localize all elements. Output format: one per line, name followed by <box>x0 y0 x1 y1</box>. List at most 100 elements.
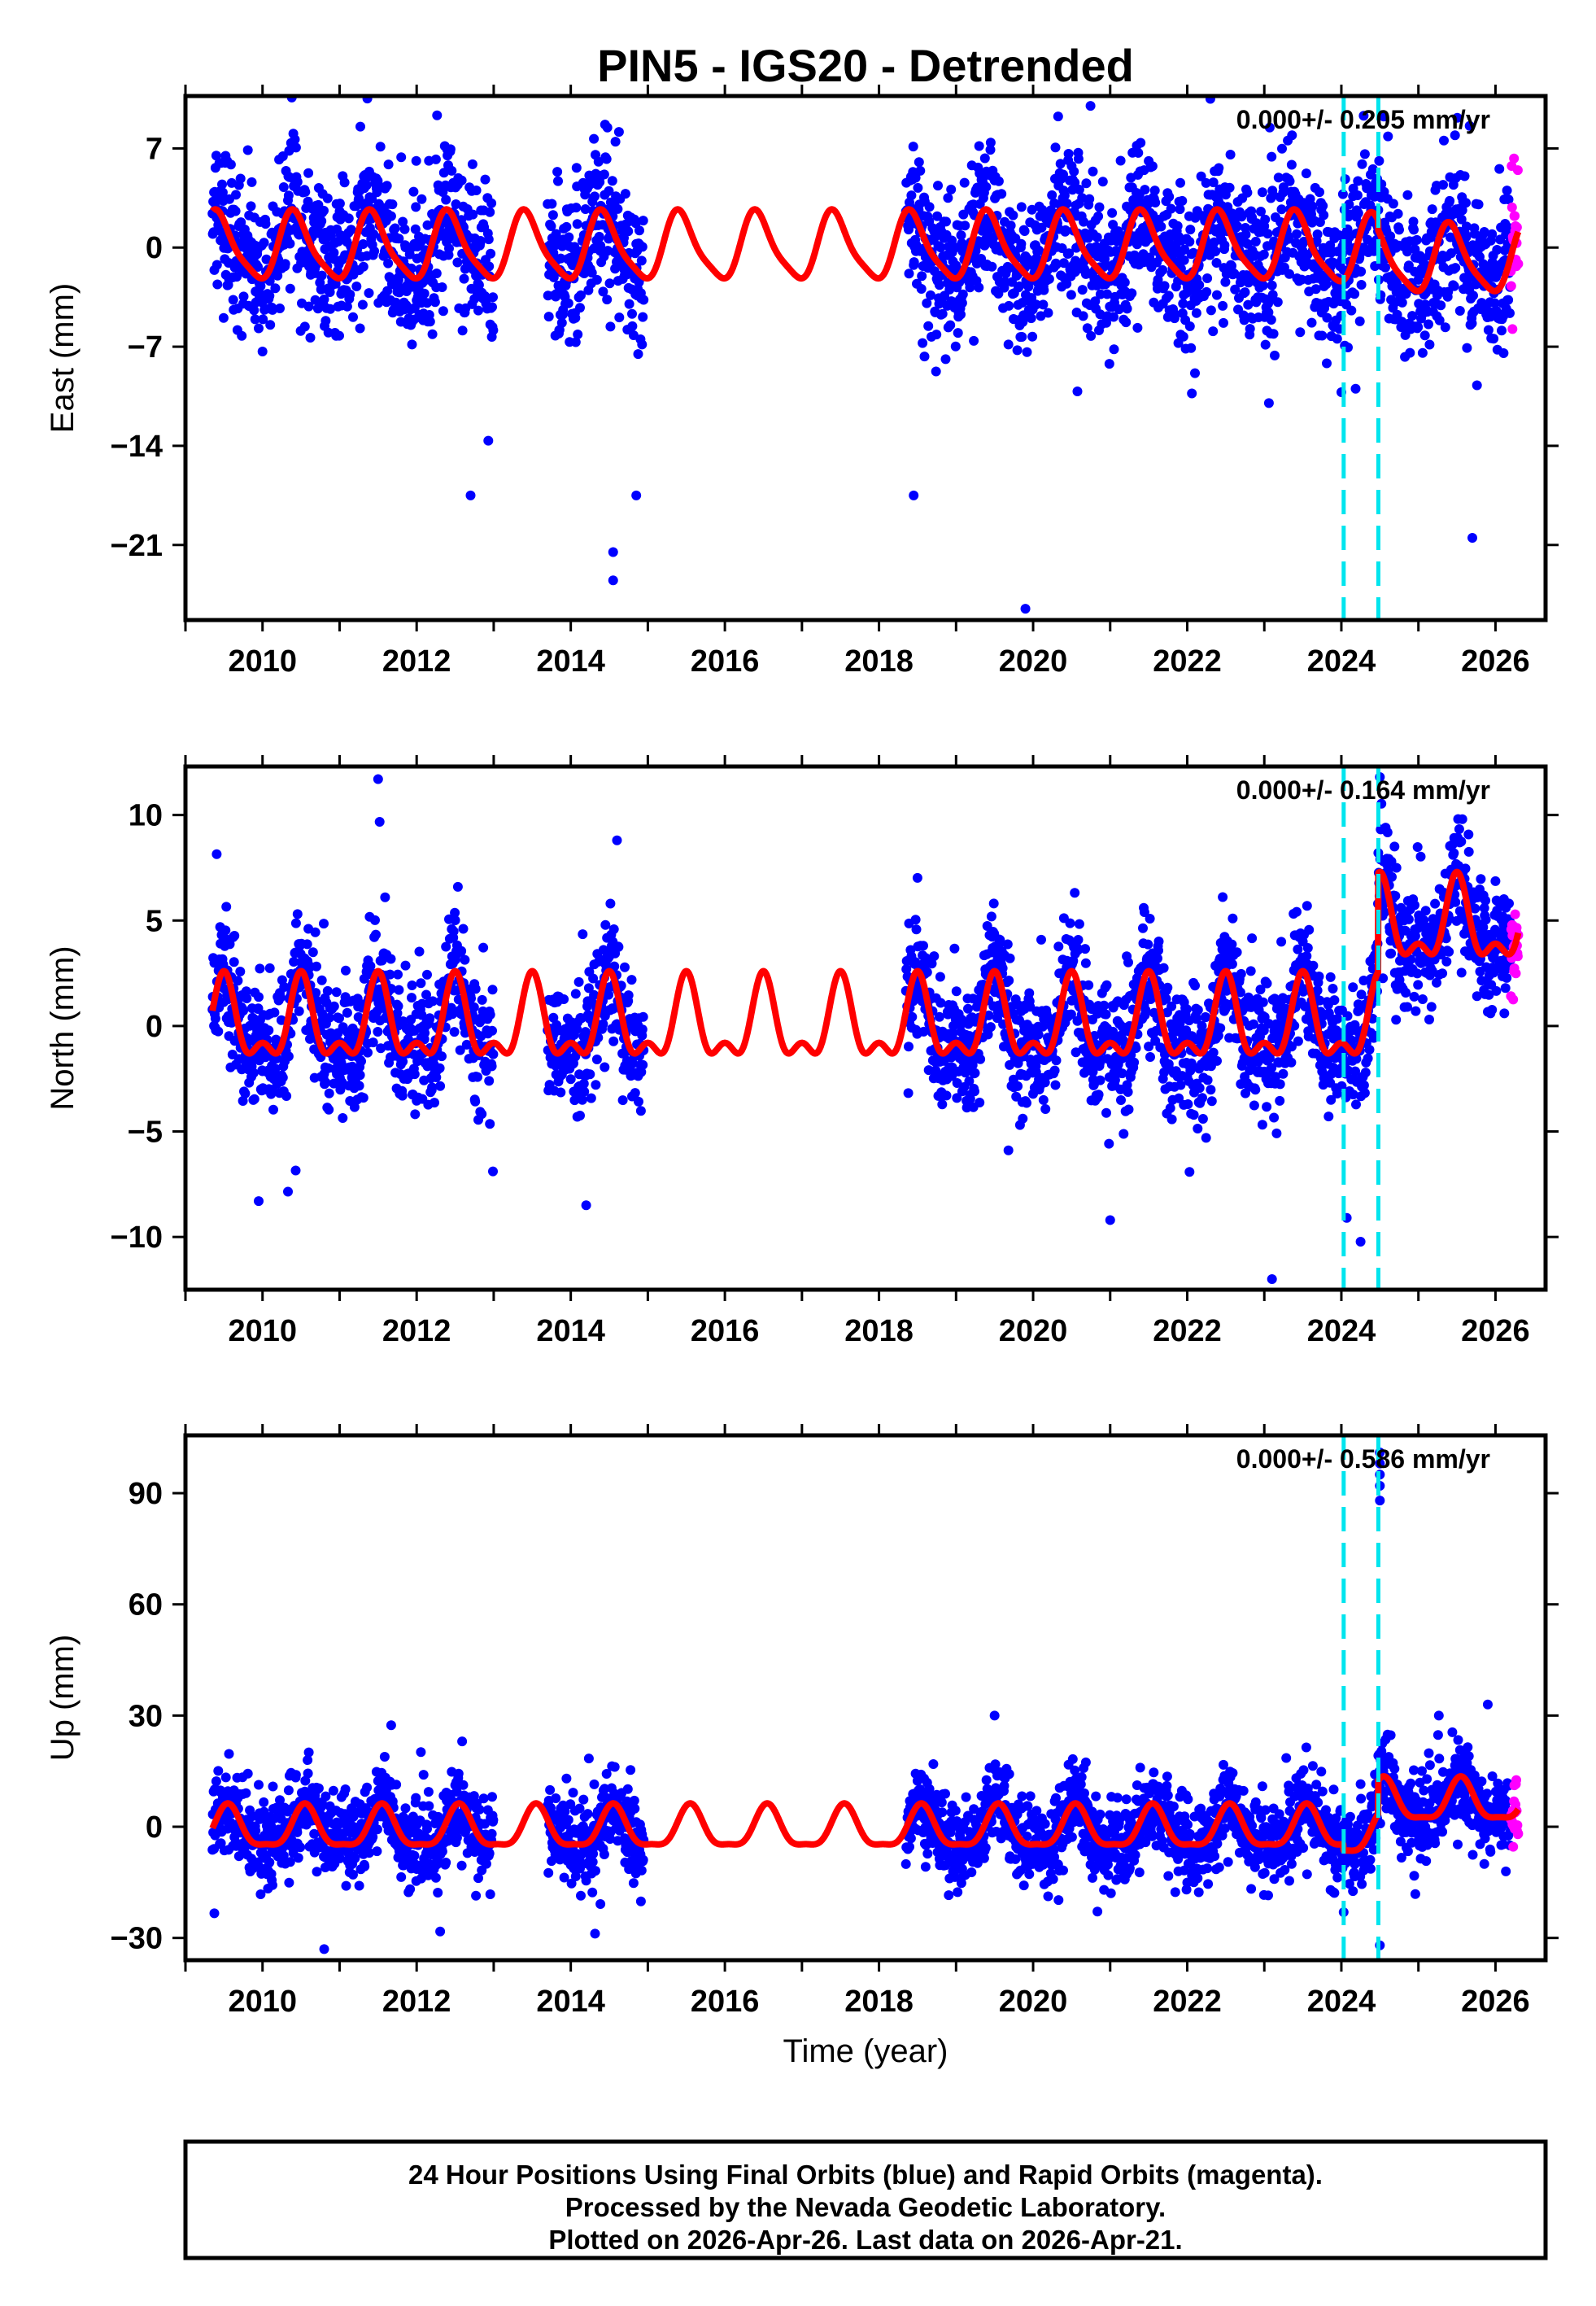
final-orbit-point <box>1127 288 1137 299</box>
final-orbit-point <box>1108 220 1119 230</box>
final-orbit-point <box>1424 339 1435 350</box>
final-orbit-point <box>563 298 573 308</box>
final-orbit-point <box>1184 321 1195 331</box>
final-orbit-point <box>1462 343 1472 353</box>
final-orbit-point <box>613 127 624 138</box>
final-orbit-point <box>410 224 421 234</box>
final-orbit-point <box>1401 988 1411 998</box>
final-orbit-point <box>1415 851 1426 862</box>
final-orbit-point <box>1258 249 1269 260</box>
final-orbit-point <box>1278 1068 1289 1079</box>
final-orbit-point <box>355 1070 365 1081</box>
final-orbit-point <box>1077 285 1088 295</box>
final-orbit-point <box>1411 1006 1421 1016</box>
final-orbit-point <box>485 1010 495 1020</box>
final-orbit-point <box>1005 953 1015 963</box>
final-orbit-point <box>639 295 649 305</box>
final-orbit-point <box>1099 1000 1110 1011</box>
final-orbit-point <box>1295 327 1306 338</box>
final-orbit-point <box>1388 199 1398 209</box>
final-orbit-point <box>1129 250 1140 260</box>
final-orbit-point <box>445 144 456 155</box>
final-orbit-point <box>346 225 356 235</box>
final-orbit-point <box>1080 944 1090 954</box>
final-orbit-point <box>1066 290 1076 300</box>
final-orbit-point <box>473 305 483 316</box>
final-orbit-point <box>1276 204 1287 215</box>
final-orbit-point <box>260 219 271 229</box>
final-orbit-point <box>1036 934 1046 945</box>
final-orbit-point <box>394 234 404 244</box>
final-orbit-point <box>411 155 421 166</box>
final-orbit-point <box>1350 289 1360 299</box>
final-orbit-point <box>1044 273 1054 284</box>
final-orbit-point <box>556 317 567 328</box>
final-orbit-point <box>467 159 477 169</box>
final-orbit-point <box>422 298 432 308</box>
final-orbit-point <box>1497 325 1507 336</box>
final-orbit-point <box>1175 177 1185 188</box>
final-orbit-point <box>432 110 443 120</box>
final-orbit-point <box>1123 1087 1133 1097</box>
final-orbit-point <box>303 168 314 178</box>
final-orbit-point <box>1351 1099 1361 1110</box>
final-orbit-point <box>1090 296 1101 307</box>
final-orbit-point <box>383 159 394 170</box>
final-orbit-point <box>1275 1095 1285 1106</box>
final-orbit-point <box>469 1002 479 1012</box>
final-orbit-point <box>1053 941 1064 952</box>
final-orbit-point <box>1060 225 1071 235</box>
final-orbit-point <box>1036 222 1047 233</box>
final-orbit-point <box>264 1025 274 1036</box>
final-orbit-point <box>444 243 454 254</box>
final-orbit-point <box>292 909 303 919</box>
final-orbit-point <box>364 288 374 299</box>
final-orbit-point <box>358 1093 368 1103</box>
final-orbit-point <box>414 946 425 957</box>
velocity-label: 0.000+/- 0.205 mm/yr <box>1236 105 1490 134</box>
final-orbit-point <box>910 915 921 925</box>
final-orbit-point <box>1187 388 1197 399</box>
final-orbit-point <box>277 1072 288 1083</box>
final-orbit-point <box>468 209 478 220</box>
final-orbit-point <box>1306 317 1317 328</box>
final-orbit-point <box>956 309 966 320</box>
final-orbit-point <box>985 1022 996 1033</box>
final-orbit-point <box>404 249 415 260</box>
final-orbit-point <box>1302 901 1312 911</box>
final-orbit-point <box>258 314 268 325</box>
final-orbit-point <box>1277 143 1287 154</box>
final-orbit-point <box>425 1013 435 1024</box>
final-orbit-point <box>229 931 240 941</box>
final-orbit-point <box>355 121 365 132</box>
final-orbit-point <box>380 892 390 902</box>
final-orbit-point <box>1424 319 1433 330</box>
final-orbit-point <box>438 168 449 178</box>
final-orbit-point <box>299 321 310 332</box>
final-orbit-point <box>1445 195 1455 206</box>
final-orbit-point <box>929 951 940 962</box>
final-orbit-point <box>486 198 497 208</box>
final-orbit-point <box>1084 980 1094 990</box>
final-orbit-point <box>1197 1093 1207 1103</box>
final-orbit-point <box>926 290 935 300</box>
final-orbit-point <box>1027 331 1038 342</box>
final-orbit-point <box>1212 290 1222 300</box>
final-orbit-point <box>484 1076 495 1086</box>
final-orbit-point <box>1097 177 1108 187</box>
final-orbit-point <box>1505 308 1515 318</box>
final-orbit-point <box>1353 208 1363 218</box>
final-orbit-point <box>585 1069 595 1080</box>
final-orbit-point <box>1016 238 1027 249</box>
final-orbit-point <box>1191 308 1201 318</box>
final-orbit-point <box>1164 191 1175 202</box>
final-orbit-point <box>1286 159 1297 170</box>
final-orbit-point <box>1193 1005 1203 1015</box>
final-orbit-point <box>1003 339 1014 350</box>
final-orbit-point <box>1257 187 1267 198</box>
final-orbit-point <box>931 330 942 340</box>
final-orbit-point <box>217 179 227 190</box>
final-orbit-point <box>1218 300 1228 311</box>
final-orbit-point <box>1202 1075 1213 1085</box>
final-orbit-point <box>1232 947 1242 958</box>
